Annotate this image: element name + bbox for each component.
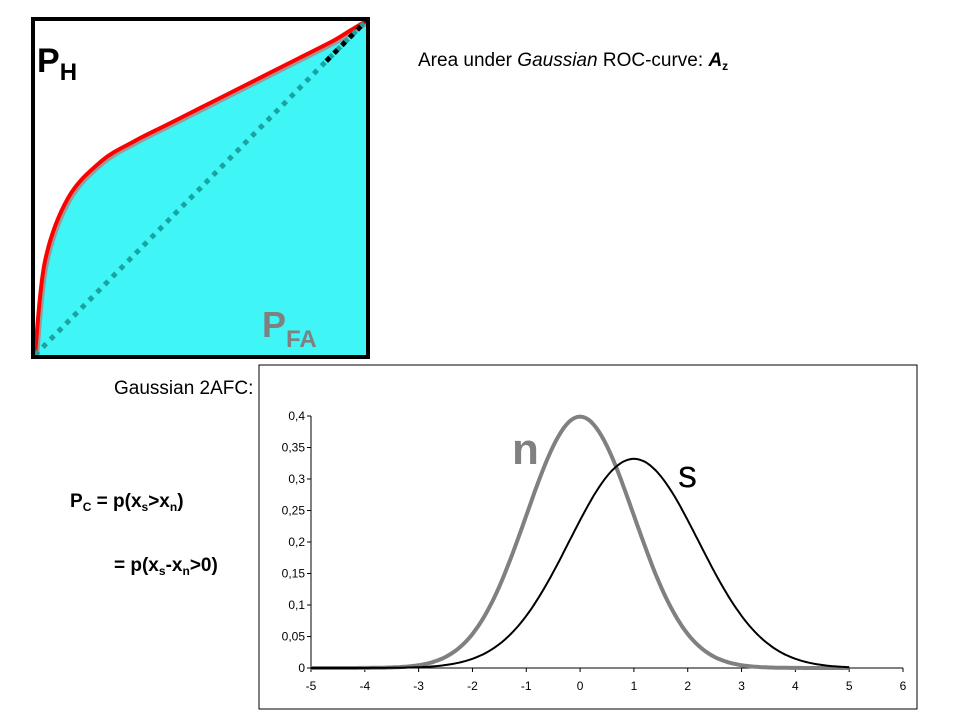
roc-heading-italic: Gaussian <box>517 50 598 71</box>
x-tick-label: -3 <box>413 679 424 693</box>
formula-line-2: = p(xs-xn>0) <box>114 555 218 578</box>
x-tick-label: -1 <box>521 679 532 693</box>
series-s-label: s <box>678 454 697 496</box>
roc-heading-prefix: Area under <box>418 50 518 71</box>
y-tick-label: 0,35 <box>282 441 306 455</box>
x-tick-label: 0 <box>577 679 584 693</box>
roc-heading-symbol-sub: z <box>722 59 729 73</box>
series-n-label: n <box>512 425 539 474</box>
roc-frame <box>31 17 370 359</box>
series-s-curve <box>311 457 850 669</box>
formula-s-sub: s <box>141 500 149 514</box>
gaussian-x-ticks: -5 -4 -3 -2 -1 0 1 2 3 4 5 6 <box>306 668 907 693</box>
y-tick-label: 0,1 <box>288 598 305 612</box>
formula-p-sub: C <box>82 500 92 514</box>
y-tick-label: 0,05 <box>282 630 306 644</box>
x-tick-label: -2 <box>467 679 478 693</box>
y-tick-label: 0,2 <box>288 535 305 549</box>
formula-p: P <box>70 491 83 512</box>
x-tick-label: 5 <box>846 679 853 693</box>
roc-diagonal-end-marks <box>324 19 368 63</box>
x-tick-label: -4 <box>359 679 370 693</box>
formula-close: ) <box>177 491 184 512</box>
x-tick-label: 3 <box>738 679 745 693</box>
formula2-n-sub: n <box>182 564 190 578</box>
formula-gt: >x <box>148 491 170 512</box>
x-tick-label: -5 <box>306 679 317 693</box>
y-tick-label: 0 <box>298 661 305 675</box>
formula-eq: = p(x <box>91 491 142 512</box>
afc-heading: Gaussian 2AFC: <box>114 378 254 399</box>
x-tick-label: 2 <box>684 679 691 693</box>
series-n-curve <box>311 414 850 670</box>
roc-curve-shadow <box>35 21 370 358</box>
roc-heading: Area under Gaussian ROC-curve: Az <box>418 50 728 73</box>
formula-n-sub: n <box>169 500 178 514</box>
y-tick-label: 0,25 <box>282 504 306 518</box>
roc-curve <box>33 19 368 356</box>
roc-heading-symbol: A <box>708 50 723 71</box>
gaussian-y-ticks: 0 0,05 0,1 0,15 0,2 0,25 0,3 0,35 0,4 <box>282 409 311 675</box>
roc-y-label: PH <box>37 42 77 86</box>
gaussian-chart-frame <box>258 364 918 710</box>
formula2-s-sub: s <box>158 564 166 578</box>
formula2-minus: -x <box>165 555 183 576</box>
roc-chance-diagonal <box>33 19 368 357</box>
x-tick-label: 1 <box>631 679 638 693</box>
y-tick-label: 0,15 <box>282 567 306 581</box>
formula2-close: >0) <box>189 555 218 576</box>
roc-area-fill <box>34 20 367 356</box>
roc-heading-middle: ROC-curve: <box>597 50 709 71</box>
formula-line-1: PC = p(xs>xn) <box>70 491 184 514</box>
y-tick-label: 0,3 <box>288 472 305 486</box>
y-tick-label: 0,4 <box>288 409 305 423</box>
x-tick-label: 6 <box>900 679 907 693</box>
x-tick-label: 4 <box>792 679 799 693</box>
roc-x-label: PFA <box>262 304 317 353</box>
formula2-eq: = p(x <box>114 555 159 576</box>
